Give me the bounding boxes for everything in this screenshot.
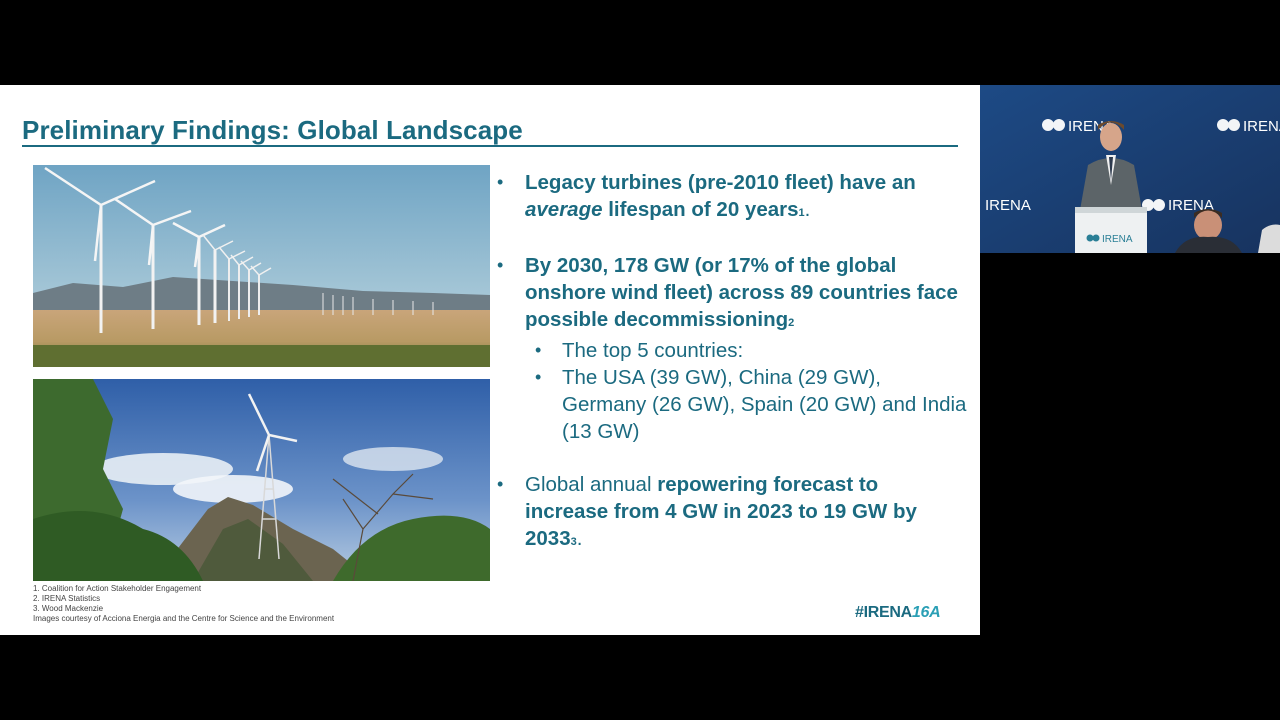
bullet-1-bold-text-2: lifespan of 20 years xyxy=(602,198,799,221)
video-logo-3: IRENA xyxy=(985,197,1031,214)
hashtag-number: 16A xyxy=(911,604,941,621)
podium-logo: IRENA xyxy=(1102,234,1133,245)
bullet-legacy-turbines: Legacy turbines (pre-2010 fleet) have an… xyxy=(497,169,967,227)
footnote-1: 1. Coalition for Action Stakeholder Enga… xyxy=(33,584,202,593)
footnotes: 1. Coalition for Action Stakeholder Enga… xyxy=(33,584,334,624)
bullet-repowering: Global annual repowering forecast to inc… xyxy=(497,471,967,556)
video-logo-2: IRENA xyxy=(1243,118,1280,135)
title-divider xyxy=(22,145,958,147)
bullet-1-bold-text: Legacy turbines (pre-2010 fleet) have an xyxy=(525,171,916,194)
speaker-video-feed: IRENA IRENA IRENA IRENA IRENA xyxy=(980,85,1280,253)
footnote-ref-3: 3 xyxy=(570,536,577,548)
footnote-ref-2: 2 xyxy=(788,317,795,329)
bullet-3-bold-text: repowering forecast to increase from 4 G… xyxy=(525,473,917,550)
wind-farm-photo xyxy=(33,165,490,367)
image-credits: Images courtesy of Acciona Energia and t… xyxy=(33,614,335,623)
event-hashtag: #IRENA16A xyxy=(855,604,941,622)
sub-bullet-top-countries: The top 5 countries: xyxy=(497,337,967,364)
slide-title: Preliminary Findings: Global Landscape xyxy=(22,115,523,145)
bullet-2-bold-text: By 2030, 178 GW (or 17% of the global on… xyxy=(525,254,958,331)
findings-list: Legacy turbines (pre-2010 fleet) have an… xyxy=(497,169,967,556)
turbine-mountain-photo xyxy=(33,379,490,581)
footnote-ref-1: 1 xyxy=(798,207,805,219)
footnote-2: 2. IRENA Statistics xyxy=(33,594,101,603)
hashtag-text: #IRENA xyxy=(855,604,912,621)
sub-bullet-country-list: The USA (39 GW), China (29 GW), Germany … xyxy=(497,364,967,445)
bullet-1-emphasis: average xyxy=(525,198,603,221)
bullet-3-period: . xyxy=(576,527,583,550)
bullet-1-period: . xyxy=(804,198,811,221)
bullet-decommissioning: By 2030, 178 GW (or 17% of the global on… xyxy=(497,252,967,337)
footnote-3: 3. Wood Mackenzie xyxy=(33,604,104,613)
presentation-slide: Preliminary Findings: Global Landscape xyxy=(0,85,980,635)
bullet-3-text: Global annual xyxy=(525,473,658,496)
